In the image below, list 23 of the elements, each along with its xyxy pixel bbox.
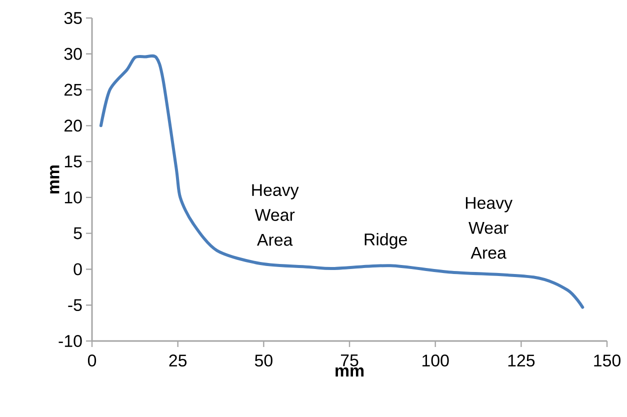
y-tick-label: 20	[64, 120, 82, 132]
y-tick-label: -10	[58, 335, 82, 347]
y-tick-label: 10	[64, 191, 82, 204]
x-axis-title: mm	[336, 367, 364, 376]
y-tick-label: 25	[64, 84, 82, 96]
annotation: Heavy Wear Area	[252, 184, 299, 246]
y-tick-label: 5	[74, 227, 82, 240]
y-tick-label: 35	[64, 12, 82, 24]
x-tick-label: 0	[88, 354, 96, 367]
x-tick-label: 125	[508, 354, 535, 367]
x-tick-label: 100	[422, 354, 449, 367]
x-tick-label: 50	[254, 354, 272, 367]
y-tick-label: 30	[64, 48, 82, 60]
y-tick-label: -5	[68, 299, 82, 312]
y-tick-label: 0	[74, 263, 82, 276]
line-series	[99, 54, 584, 309]
annotation: Heavy Wear Area	[466, 197, 513, 259]
x-tick-label: 150	[594, 354, 620, 367]
annotation: Ridge	[364, 232, 407, 249]
y-tick-label: 15	[64, 156, 82, 168]
y-axis-title: mm	[50, 165, 60, 194]
x-tick-label: 75	[340, 354, 358, 366]
x-tick-label: 25	[169, 354, 187, 367]
